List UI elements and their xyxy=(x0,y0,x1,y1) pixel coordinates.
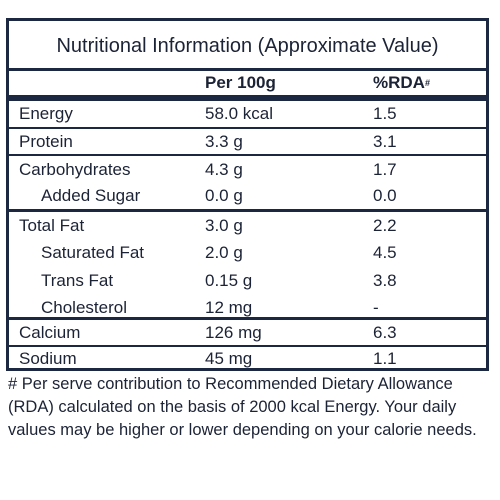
row-rda: 1.5 xyxy=(373,104,397,123)
table-row-saturated-fat: Saturated Fat 2.0 g 4.5 xyxy=(9,239,486,267)
row-label: Calcium xyxy=(19,322,81,342)
row-per-100g: 12 mg xyxy=(205,297,253,317)
row-rda: - xyxy=(373,297,379,317)
row-label: Sodium xyxy=(19,349,77,368)
row-rda: 1.1 xyxy=(373,349,397,368)
row-per-100g: 0.0 g xyxy=(205,186,243,205)
rda-footnote: # Per serve contribution to Recommended … xyxy=(8,375,477,439)
table-row-trans-fat: Trans Fat 0.15 g 3.8 xyxy=(9,267,486,294)
table-row-calcium: Calcium 126 mg 6.3 xyxy=(9,320,486,345)
header-row: Per 100g %RDA # xyxy=(9,71,486,101)
row-per-100g: 126 mg xyxy=(205,322,262,342)
row-divider xyxy=(9,127,486,129)
table-row-total-fat: Total Fat 3.0 g 2.2 xyxy=(9,212,486,239)
row-label: Protein xyxy=(19,131,73,151)
row-rda: 6.3 xyxy=(373,322,397,342)
header-rda: %RDA # xyxy=(373,73,430,92)
header-per-100g: Per 100g xyxy=(205,73,276,92)
section-divider xyxy=(9,317,486,320)
table-title: Nutritional Information (Approximate Val… xyxy=(9,21,486,71)
row-divider xyxy=(9,154,486,156)
row-label: Cholesterol xyxy=(41,297,127,317)
row-label: Trans Fat xyxy=(41,270,114,290)
table-row-protein: Protein 3.3 g 3.1 xyxy=(9,129,486,154)
row-label: Added Sugar xyxy=(41,186,141,205)
row-per-100g: 0.15 g xyxy=(205,270,253,290)
row-rda: 1.7 xyxy=(373,159,397,179)
row-label: Carbohydrates xyxy=(19,159,131,179)
table-row-cholesterol: Cholesterol 12 mg - xyxy=(9,294,486,321)
row-rda: 0.0 xyxy=(373,186,397,205)
row-per-100g: 45 mg xyxy=(205,349,253,368)
row-divider xyxy=(9,345,486,347)
row-per-100g: 4.3 g xyxy=(205,159,243,179)
row-rda: 3.1 xyxy=(373,131,397,151)
row-per-100g: 2.0 g xyxy=(205,243,243,262)
table-row-sodium: Sodium 45 mg 1.1 xyxy=(9,347,486,371)
row-label: Saturated Fat xyxy=(41,243,145,262)
table-row-added-sugar: Added Sugar 0.0 g 0.0 xyxy=(9,183,486,209)
table-row-carbohydrates: Carbohydrates 4.3 g 1.7 xyxy=(9,156,486,183)
section-divider xyxy=(9,209,486,212)
row-per-100g: 3.0 g xyxy=(205,215,243,235)
row-label: Energy xyxy=(19,104,73,123)
row-rda: 2.2 xyxy=(373,215,397,235)
row-per-100g: 3.3 g xyxy=(205,131,243,151)
row-label: Total Fat xyxy=(19,215,85,235)
row-per-100g: 58.0 kcal xyxy=(205,104,274,123)
nutrition-table: Nutritional Information (Approximate Val… xyxy=(6,18,489,371)
row-rda: 3.8 xyxy=(373,270,397,290)
table-row-energy: Energy 58.0 kcal 1.5 xyxy=(9,101,486,127)
header-rda-label: %RDA xyxy=(373,73,425,92)
row-rda: 4.5 xyxy=(373,243,397,262)
